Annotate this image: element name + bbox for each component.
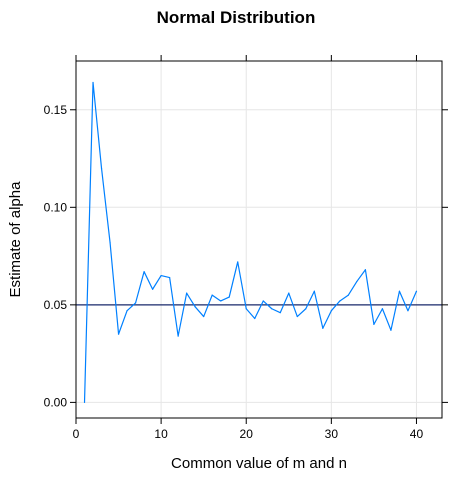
data-point	[288, 292, 290, 294]
data-point	[356, 280, 358, 283]
data-point	[186, 292, 188, 294]
series-line	[83, 81, 418, 403]
data-point	[407, 310, 409, 312]
data-point	[313, 290, 315, 292]
y-tick-label: 0.10	[44, 200, 68, 214]
grid-layer	[75, 61, 442, 418]
x-tick-label: 0	[73, 427, 80, 441]
y-axis-label: Estimate of alpha	[7, 181, 24, 298]
x-tick-label: 20	[240, 427, 254, 441]
data-point	[305, 308, 307, 310]
data-point	[245, 308, 247, 310]
data-point	[143, 271, 145, 273]
data-point	[109, 241, 111, 244]
data-point	[296, 315, 298, 318]
data-point	[330, 310, 332, 312]
data-point	[322, 327, 324, 329]
x-tick-label: 30	[325, 427, 339, 441]
data-point	[169, 276, 171, 279]
data-point	[92, 81, 94, 84]
plot-frame	[75, 60, 443, 419]
data-point	[347, 294, 349, 296]
data-point	[100, 167, 103, 169]
data-point	[254, 317, 256, 320]
data-point	[279, 312, 281, 314]
data-point	[415, 290, 418, 292]
x-tick-label: 10	[154, 427, 168, 441]
chart-title: Normal Distribution	[157, 8, 316, 27]
data-point	[262, 300, 264, 302]
data-point	[398, 290, 401, 292]
data-point	[152, 288, 154, 290]
y-tick-label: 0.15	[44, 103, 68, 117]
x-axis-label: Common value of m and n	[171, 455, 347, 472]
y-tick-label: 0.00	[44, 395, 68, 409]
data-point	[134, 302, 137, 304]
data-point	[160, 274, 162, 277]
data-point	[381, 308, 384, 310]
data-point	[271, 308, 273, 310]
data-point	[364, 269, 366, 271]
data-point	[177, 335, 179, 337]
data-point	[220, 300, 222, 302]
data-point	[211, 294, 213, 296]
tick-layer: 0 10 20 30 40 0.00 0.05 0.10 0.15	[44, 55, 448, 441]
data-point	[237, 261, 239, 263]
data-point	[117, 333, 120, 335]
data-point	[203, 315, 205, 318]
data-point	[339, 300, 341, 302]
data-point	[194, 306, 196, 308]
y-tick-label: 0.05	[44, 298, 68, 312]
data-point	[390, 329, 392, 331]
data-point	[228, 296, 230, 298]
data-point	[83, 401, 86, 403]
data-point	[373, 323, 375, 325]
series-layer	[83, 81, 418, 403]
data-point	[126, 310, 128, 312]
x-tick-label: 40	[410, 427, 424, 441]
